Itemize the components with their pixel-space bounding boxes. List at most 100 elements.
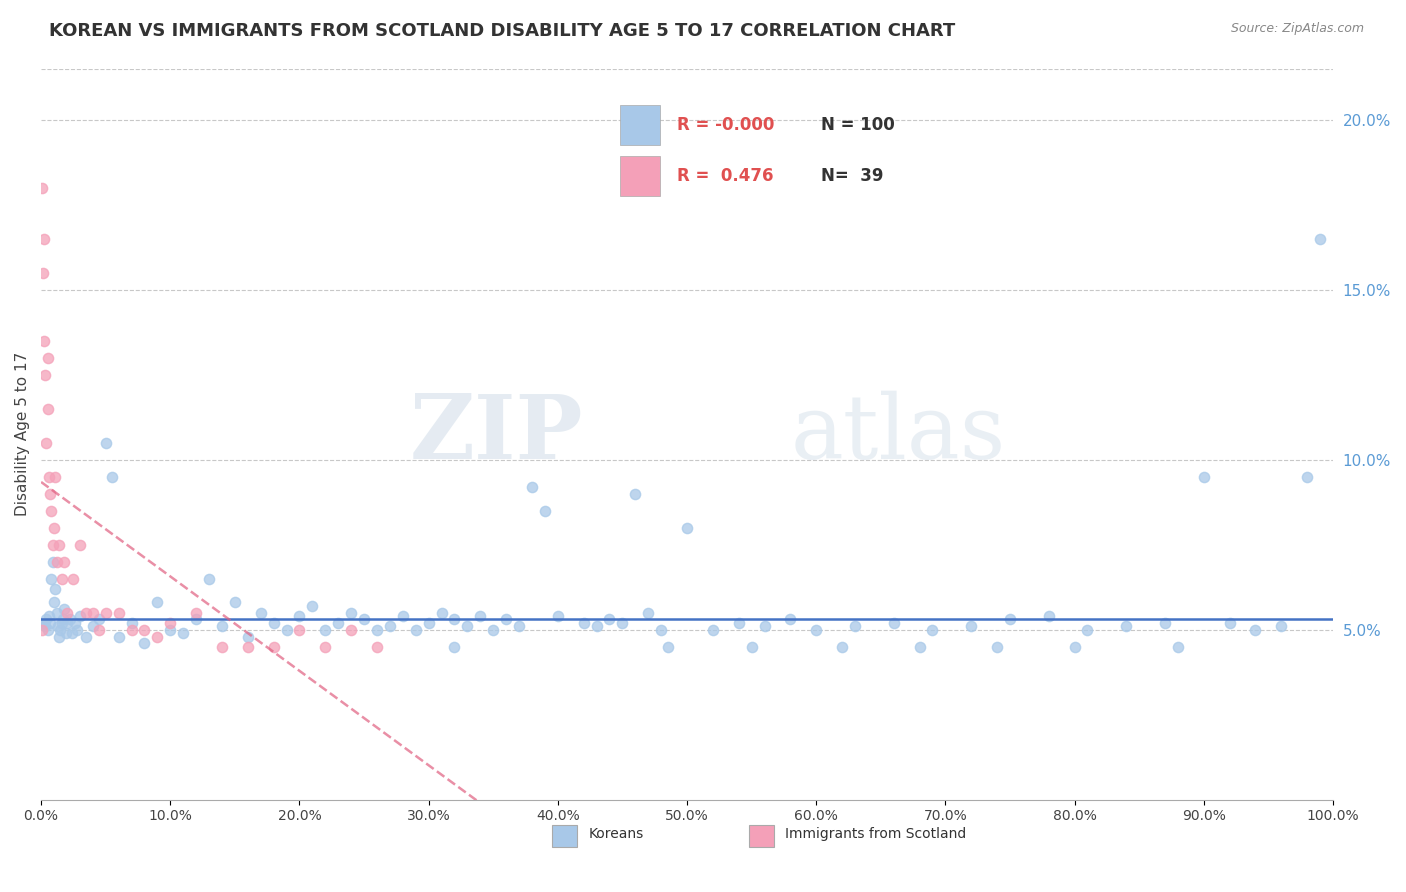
Point	[520, 480, 543, 494]
Point	[37, 351, 59, 365]
Point	[1063, 640, 1085, 654]
Point	[224, 595, 246, 609]
Point	[56, 606, 79, 620]
Point	[34, 619, 56, 633]
Point	[430, 606, 453, 620]
Point	[741, 640, 763, 654]
Point	[44, 582, 66, 596]
Point	[184, 606, 207, 620]
Point	[53, 555, 76, 569]
Point	[63, 615, 86, 630]
Point	[572, 615, 595, 630]
Point	[986, 640, 1008, 654]
Point	[134, 623, 156, 637]
Point	[60, 626, 83, 640]
Point	[146, 630, 169, 644]
Point	[38, 469, 60, 483]
Point	[288, 609, 311, 624]
Point	[1038, 609, 1060, 624]
Point	[353, 613, 375, 627]
Point	[754, 619, 776, 633]
Point	[55, 626, 77, 640]
Point	[1167, 640, 1189, 654]
Point	[53, 602, 76, 616]
Point	[75, 606, 97, 620]
Point	[45, 555, 67, 569]
Point	[66, 623, 89, 637]
Point	[585, 619, 607, 633]
Point	[276, 623, 298, 637]
Point	[42, 538, 65, 552]
Point	[249, 606, 271, 620]
Point	[391, 609, 413, 624]
Point	[44, 469, 66, 483]
Point	[41, 572, 63, 586]
Point	[314, 623, 336, 637]
Point	[101, 469, 124, 483]
Point	[121, 623, 143, 637]
Point	[547, 609, 569, 624]
Point	[32, 266, 55, 280]
Point	[134, 636, 156, 650]
Text: atlas: atlas	[790, 391, 1005, 478]
Point	[263, 615, 285, 630]
Text: KOREAN VS IMMIGRANTS FROM SCOTLAND DISABILITY AGE 5 TO 17 CORRELATION CHART: KOREAN VS IMMIGRANTS FROM SCOTLAND DISAB…	[49, 22, 956, 40]
Point	[52, 613, 75, 627]
Point	[508, 619, 530, 633]
Point	[340, 623, 363, 637]
Point	[69, 538, 91, 552]
Point	[184, 613, 207, 627]
Point	[31, 180, 53, 194]
Point	[121, 615, 143, 630]
Point	[637, 606, 659, 620]
Point	[211, 619, 233, 633]
Point	[418, 615, 440, 630]
Point	[844, 619, 866, 633]
Point	[42, 595, 65, 609]
Point	[48, 538, 70, 552]
Point	[1244, 623, 1267, 637]
Point	[702, 623, 724, 637]
Point	[1309, 231, 1331, 245]
Point	[612, 615, 634, 630]
Point	[831, 640, 853, 654]
Point	[82, 606, 104, 620]
Point	[82, 619, 104, 633]
Point	[89, 613, 111, 627]
Point	[69, 609, 91, 624]
Point	[624, 486, 647, 500]
Point	[46, 619, 69, 633]
Point	[37, 623, 59, 637]
Point	[172, 626, 194, 640]
Point	[1270, 619, 1292, 633]
Point	[159, 623, 181, 637]
Point	[32, 231, 55, 245]
Point	[960, 619, 983, 633]
Point	[1192, 469, 1215, 483]
Point	[62, 572, 84, 586]
Point	[405, 623, 427, 637]
Point	[58, 613, 80, 627]
Point	[495, 613, 517, 627]
Point	[657, 640, 679, 654]
Point	[921, 623, 943, 637]
Point	[42, 555, 65, 569]
Point	[470, 609, 492, 624]
Point	[727, 615, 749, 630]
Point	[779, 613, 801, 627]
Point	[45, 606, 67, 620]
Point	[56, 615, 79, 630]
Point	[366, 623, 388, 637]
Point	[1076, 623, 1098, 637]
Point	[288, 623, 311, 637]
Point	[482, 623, 505, 637]
Point	[314, 640, 336, 654]
Text: ZIP: ZIP	[411, 391, 583, 477]
Point	[107, 630, 129, 644]
Point	[34, 368, 56, 382]
Point	[443, 640, 465, 654]
Point	[806, 623, 828, 637]
Point	[159, 615, 181, 630]
Point	[49, 623, 72, 637]
Point	[146, 595, 169, 609]
